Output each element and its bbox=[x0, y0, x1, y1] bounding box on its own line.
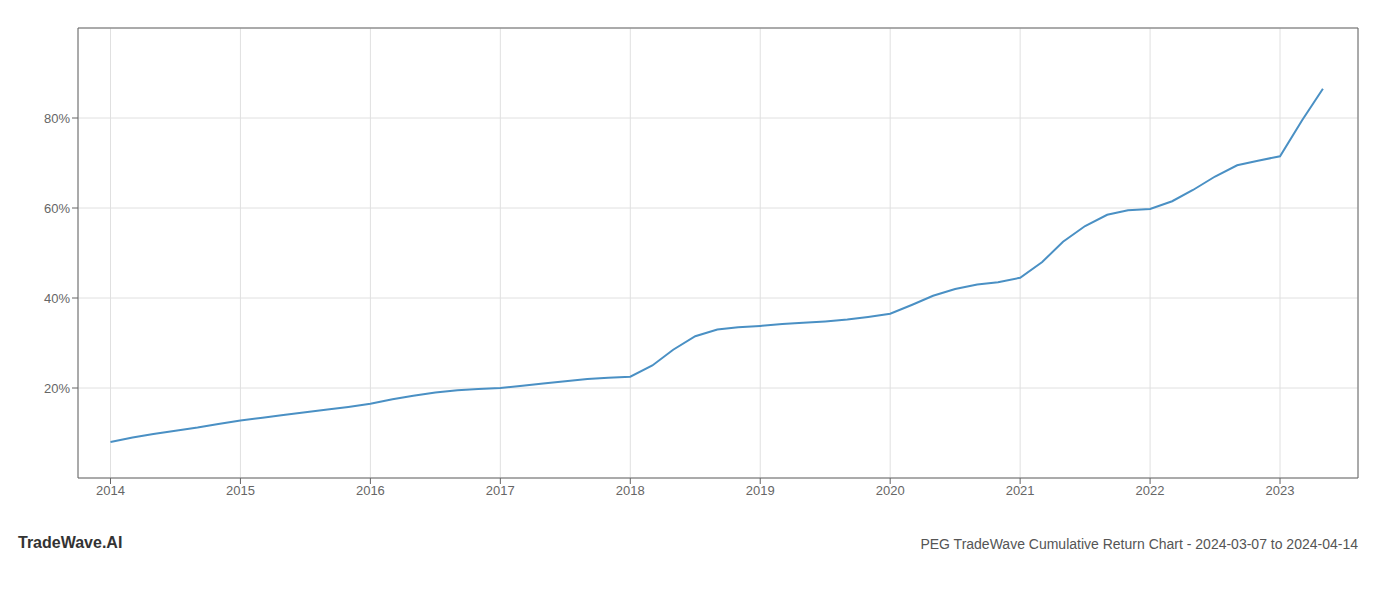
svg-text:2017: 2017 bbox=[486, 483, 515, 498]
svg-text:2021: 2021 bbox=[1006, 483, 1035, 498]
svg-text:2019: 2019 bbox=[746, 483, 775, 498]
svg-text:80%: 80% bbox=[44, 111, 70, 126]
svg-text:2016: 2016 bbox=[356, 483, 385, 498]
svg-text:60%: 60% bbox=[44, 201, 70, 216]
svg-text:40%: 40% bbox=[44, 291, 70, 306]
svg-text:2015: 2015 bbox=[226, 483, 255, 498]
svg-text:2022: 2022 bbox=[1136, 483, 1165, 498]
html-text:TradeWave.AI: TradeWave.AI bbox=[18, 534, 123, 551]
svg-text:2018: 2018 bbox=[616, 483, 645, 498]
svg-text:2020: 2020 bbox=[876, 483, 905, 498]
html-text:PEG TradeWave Cumulative Retur: PEG TradeWave Cumulative Return Chart - … bbox=[920, 536, 1358, 552]
svg-text:2014: 2014 bbox=[96, 483, 125, 498]
svg-text:2023: 2023 bbox=[1266, 483, 1295, 498]
svg-text:20%: 20% bbox=[44, 381, 70, 396]
